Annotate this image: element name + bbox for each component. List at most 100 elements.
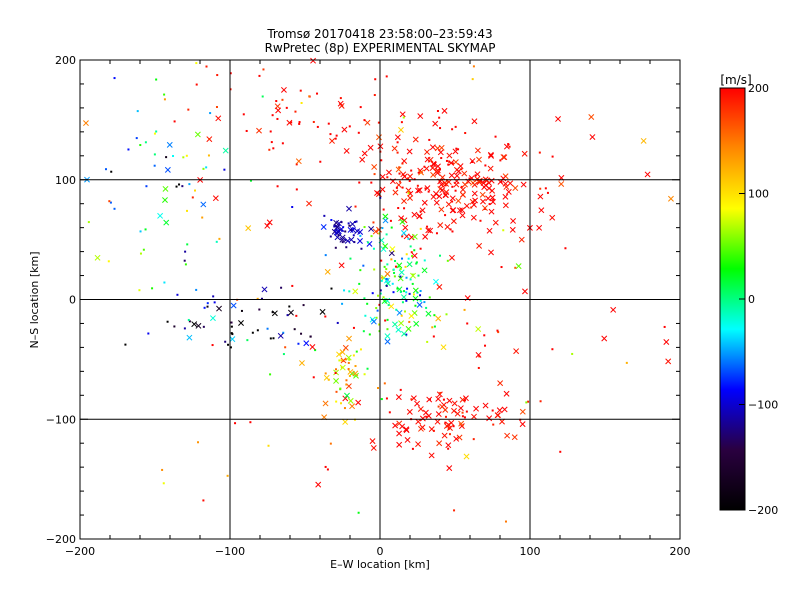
data-point-cross (399, 218, 406, 225)
data-point-dot (408, 320, 411, 323)
data-point-cross (395, 394, 402, 401)
data-point-dot (240, 309, 243, 312)
data-point-dot (370, 181, 373, 184)
data-point-dot (342, 226, 345, 229)
data-point-cross (391, 145, 398, 152)
data-point-dot (409, 245, 412, 248)
data-point-cross (471, 413, 477, 420)
y-tick-label: 200 (55, 54, 76, 67)
data-point-dot (184, 263, 187, 266)
data-point-dot (413, 293, 416, 296)
data-point-dot (218, 237, 221, 240)
data-point-dot (290, 121, 293, 124)
data-point-dot (295, 163, 298, 166)
data-point-cross (83, 120, 89, 127)
data-point-dot (107, 260, 110, 263)
data-point-cross (382, 213, 389, 220)
data-point-dot (383, 382, 386, 385)
data-point-cross (342, 395, 349, 402)
data-point-cross (438, 144, 445, 151)
data-point-dot (411, 255, 414, 258)
data-point-dot (564, 247, 567, 250)
data-point-cross (436, 283, 443, 290)
data-point-cross (411, 252, 418, 259)
data-point-dot (371, 292, 374, 295)
data-point-cross (407, 195, 413, 201)
colorbar-label: [m/s] (720, 73, 751, 87)
data-point-cross (456, 207, 463, 214)
data-point-dot (460, 168, 463, 171)
data-point-dot (285, 106, 288, 109)
data-point-cross (347, 368, 354, 375)
data-point-dot (299, 89, 302, 92)
data-point-dot (507, 143, 510, 146)
data-point-dot (385, 278, 388, 281)
data-point-dot (461, 415, 464, 418)
data-point-cross (215, 115, 222, 122)
data-point-dot (388, 411, 391, 414)
data-point-cross (445, 201, 452, 208)
data-point-cross (376, 226, 382, 233)
data-point-dot (256, 297, 259, 300)
data-point-cross (280, 86, 287, 93)
data-point-dot (380, 259, 383, 262)
data-point-dot (447, 427, 450, 430)
data-point-cross (417, 113, 424, 120)
data-point-dot (401, 235, 404, 238)
data-point-dot (470, 206, 473, 209)
data-point-cross (488, 249, 494, 256)
data-point-dot (300, 332, 303, 335)
data-point-dot (108, 200, 111, 203)
data-point-cross (438, 206, 445, 213)
data-point-dot (368, 333, 371, 336)
data-point-dot (173, 120, 176, 123)
data-point-dot (453, 509, 456, 512)
data-point-cross (448, 159, 455, 166)
data-point-cross (415, 187, 421, 194)
data-point-dot (375, 307, 378, 310)
data-point-dot (329, 235, 332, 238)
data-point-dot (338, 359, 341, 362)
data-point-cross (238, 320, 244, 326)
data-point-dot (267, 444, 270, 447)
data-point-dot (437, 405, 440, 408)
x-tick-label: 200 (670, 545, 691, 558)
data-point-dot (407, 190, 410, 193)
data-point-cross (640, 137, 647, 144)
data-point-dot (256, 329, 259, 332)
data-point-cross (438, 181, 445, 188)
data-point-dot (411, 447, 414, 450)
data-point-dot (395, 308, 398, 311)
data-point-dot (187, 318, 190, 321)
data-point-dot (408, 292, 411, 295)
data-point-dot (427, 190, 430, 193)
data-point-cross (352, 370, 359, 377)
data-point-dot (297, 342, 300, 345)
data-point-dot (373, 173, 376, 176)
data-point-dot (544, 187, 547, 190)
data-point-dot (394, 265, 397, 268)
data-point-dot (230, 321, 233, 324)
data-point-dot (347, 222, 350, 225)
data-point-dot (385, 75, 388, 78)
data-point-cross (425, 412, 432, 419)
data-point-dot (229, 346, 232, 349)
data-point-dot (398, 172, 401, 175)
data-point-dot (294, 110, 297, 113)
data-point-dot (374, 78, 377, 81)
data-point-dot (348, 374, 351, 377)
data-point-cross (503, 143, 510, 150)
data-point-dot (269, 337, 272, 340)
colorbar-tick-label: 0 (748, 293, 755, 306)
data-point-cross (379, 173, 386, 180)
data-point-dot (492, 423, 495, 426)
data-point-dot (399, 275, 402, 278)
data-point-dot (330, 219, 333, 222)
data-point-cross (455, 197, 462, 204)
data-point-cross (416, 187, 423, 194)
data-point-cross (336, 351, 342, 358)
data-point-dot (353, 241, 356, 244)
data-point-dot (364, 314, 367, 317)
data-point-dot (448, 160, 451, 163)
